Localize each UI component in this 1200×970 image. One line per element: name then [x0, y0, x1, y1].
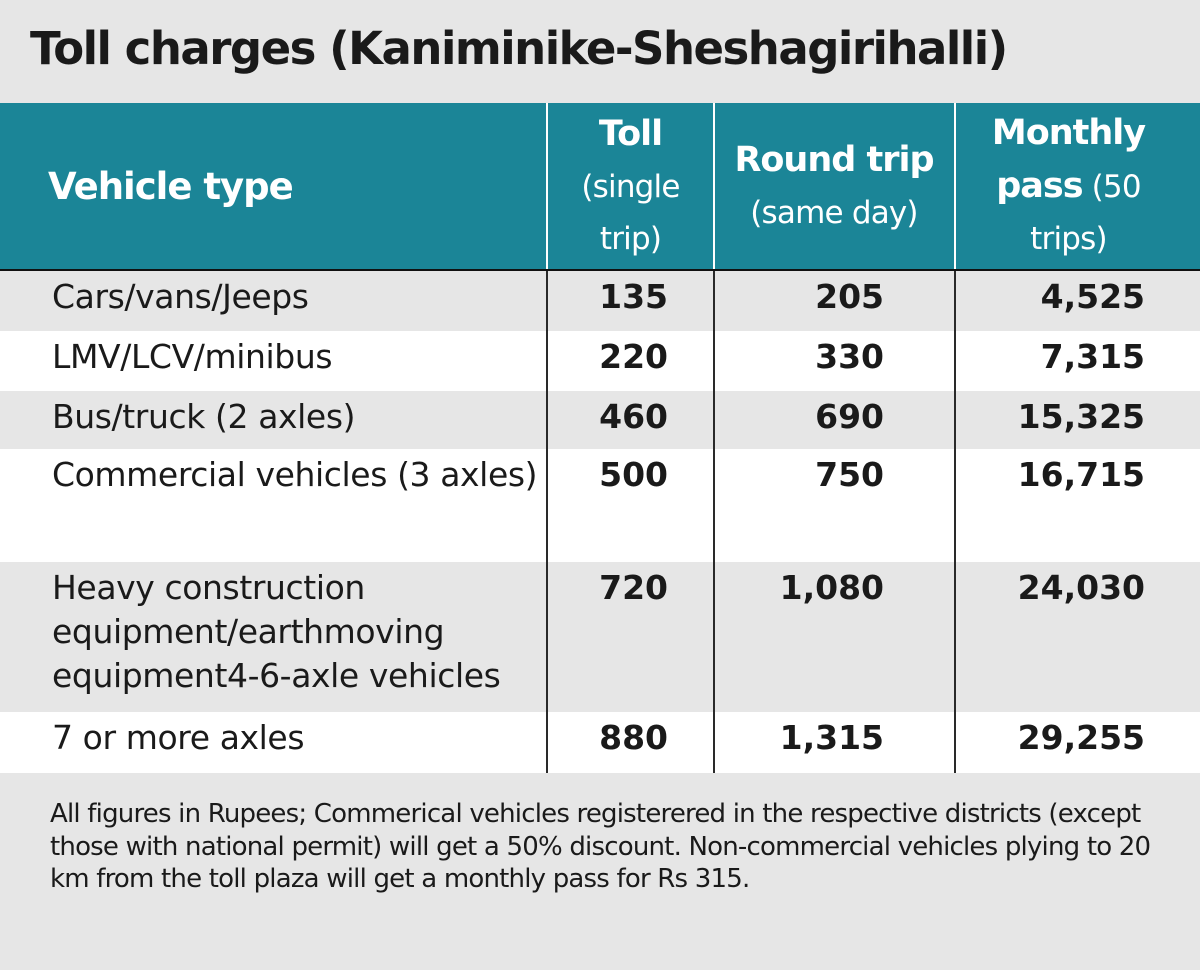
round-trip-cell: 205 — [815, 277, 884, 316]
header-round-trip-bold: Round trip — [734, 139, 934, 180]
header-vehicle-type: Vehicle type — [48, 103, 538, 269]
toll-cell: 220 — [599, 337, 668, 376]
toll-cell: 880 — [599, 718, 668, 757]
header-vehicle-type-label: Vehicle type — [48, 164, 294, 208]
round-trip-cell: 690 — [815, 397, 884, 436]
toll-cell: 720 — [599, 568, 668, 607]
column-divider — [954, 271, 956, 773]
table-row: Bus/truck (2 axles) 460 690 15,325 — [0, 391, 1200, 449]
round-trip-cell: 1,315 — [779, 718, 884, 757]
header-divider — [954, 103, 956, 269]
table-row: 7 or more axles 880 1,315 29,255 — [0, 712, 1200, 773]
monthly-pass-cell: 24,030 — [1017, 568, 1145, 607]
header-round-trip: Round trip (same day) — [715, 103, 953, 269]
column-divider — [713, 271, 715, 773]
table-row: Heavy construction equipment/earthmoving… — [0, 562, 1200, 712]
header-toll: Toll (single trip) — [548, 103, 713, 269]
monthly-pass-cell: 16,715 — [1017, 455, 1145, 494]
toll-cell: 500 — [599, 455, 668, 494]
vehicle-type-cell: 7 or more axles — [52, 718, 305, 757]
vehicle-type-cell: LMV/LCV/minibus — [52, 337, 333, 376]
header-toll-bold: Toll — [598, 113, 663, 154]
monthly-pass-cell: 4,525 — [1040, 277, 1145, 316]
vehicle-type-cell: Heavy construction equipment/earthmoving… — [52, 568, 501, 695]
vehicle-type-cell: Cars/vans/Jeeps — [52, 277, 309, 316]
footnote: All figures in Rupees; Commerical vehicl… — [50, 799, 1151, 894]
header-divider — [713, 103, 715, 269]
toll-cell: 135 — [599, 277, 668, 316]
table-title: Toll charges (Kaniminike-Sheshagirihalli… — [30, 22, 1008, 75]
header-bottom-rule — [0, 269, 1200, 271]
round-trip-cell: 330 — [815, 337, 884, 376]
monthly-pass-cell: 15,325 — [1017, 397, 1145, 436]
table-header: Vehicle type Toll (single trip) Round tr… — [0, 103, 1200, 269]
column-divider — [546, 271, 548, 773]
table-row: Commercial vehicles (3 axles) 500 750 16,71… — [0, 449, 1200, 562]
toll-cell: 460 — [599, 397, 668, 436]
header-monthly-pass-bold: Monthly pass — [991, 113, 1146, 206]
vehicle-type-cell: Bus/truck (2 axles) — [52, 397, 356, 436]
header-monthly-pass: Monthly pass (50 trips) — [956, 103, 1181, 269]
round-trip-cell: 750 — [815, 455, 884, 494]
header-toll-rest: (single trip) — [581, 168, 680, 257]
vehicle-type-cell: Commercial vehicles (3 axles) — [52, 455, 538, 494]
round-trip-cell: 1,080 — [779, 568, 884, 607]
header-divider — [546, 103, 548, 269]
header-round-trip-rest: (same day) — [750, 194, 918, 231]
table-row: Cars/vans/Jeeps 135 205 4,525 — [0, 271, 1200, 331]
monthly-pass-cell: 7,315 — [1040, 337, 1145, 376]
monthly-pass-cell: 29,255 — [1017, 718, 1145, 757]
table-row: LMV/LCV/minibus 220 330 7,315 — [0, 331, 1200, 391]
header-monthly-pass-rest: (50 trips) — [1030, 169, 1141, 257]
